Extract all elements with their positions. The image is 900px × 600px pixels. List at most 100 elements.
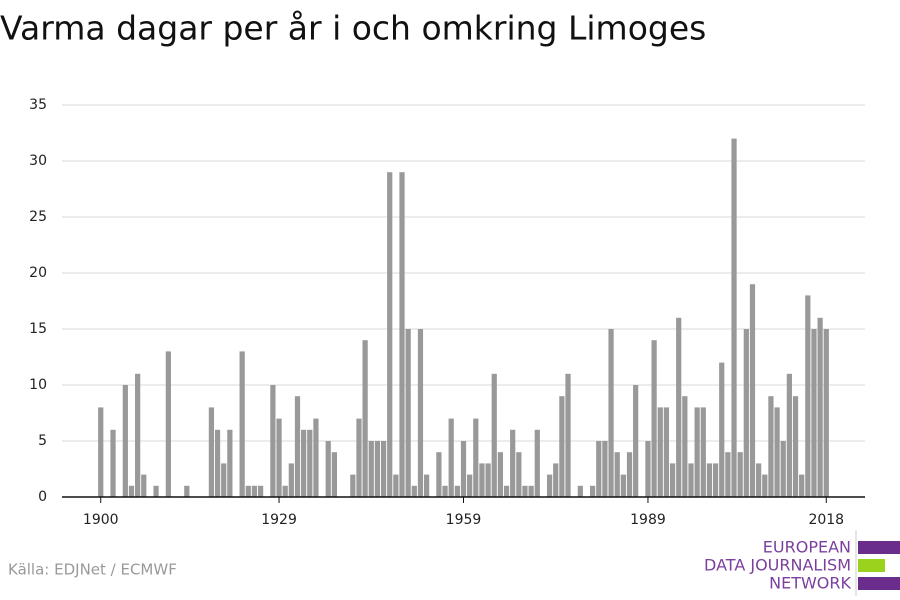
bar (602, 441, 608, 497)
bar (467, 474, 473, 497)
bar (676, 317, 682, 497)
bar (442, 485, 448, 497)
bar (473, 418, 479, 497)
bar (257, 485, 264, 497)
bar (276, 418, 282, 497)
bar (786, 373, 792, 497)
bar (553, 463, 559, 497)
bar (823, 329, 829, 497)
bar (214, 429, 221, 497)
y-tick-label: 30 (29, 153, 47, 169)
y-tick-label: 0 (38, 489, 47, 505)
bar (417, 329, 424, 497)
bar (768, 396, 774, 497)
bar (799, 474, 805, 497)
bar (577, 485, 583, 497)
bar (516, 452, 522, 497)
bar (374, 441, 381, 497)
bar (110, 429, 116, 497)
x-tick-label: 1929 (261, 512, 297, 528)
bar (362, 340, 368, 497)
bar (749, 284, 756, 497)
bar (620, 474, 626, 497)
bar (282, 485, 288, 497)
bar (479, 463, 485, 497)
x-tick-label: 2018 (808, 512, 844, 528)
bar (608, 329, 614, 497)
bar (423, 474, 430, 497)
bar (239, 351, 245, 497)
bar (356, 418, 362, 497)
y-tick-label: 25 (29, 209, 47, 225)
bar (522, 485, 528, 497)
bar (743, 329, 749, 497)
bar (626, 452, 633, 497)
x-tick-label: 1959 (446, 512, 482, 528)
bar (669, 463, 676, 497)
bar (737, 452, 743, 497)
bar (313, 418, 319, 497)
y-tick-label: 10 (29, 377, 47, 393)
x-tick-label: 1900 (83, 512, 119, 528)
logo-text: DATA JOURNALISM (704, 556, 851, 575)
bar (270, 385, 276, 497)
bar (497, 452, 504, 497)
bar (503, 485, 510, 497)
bar (380, 441, 387, 497)
bar (712, 463, 719, 497)
bar (221, 463, 227, 497)
bar (725, 452, 731, 497)
bar (546, 474, 553, 497)
bar (325, 441, 331, 497)
bar (719, 362, 725, 497)
logo-text: EUROPEAN (763, 538, 851, 557)
bar (491, 373, 497, 497)
bar (651, 340, 657, 497)
logo-bar (858, 541, 900, 554)
bar (559, 396, 565, 497)
bar (399, 172, 405, 497)
logo-bar (858, 577, 900, 590)
bar (288, 463, 294, 497)
logo-text: NETWORK (769, 574, 851, 593)
bar (534, 429, 540, 497)
y-tick-label: 5 (38, 433, 47, 449)
bar (448, 418, 454, 497)
bar (528, 485, 534, 497)
bar (436, 452, 442, 497)
chart-title: Varma dagar per år i och omkring Limoges (0, 9, 706, 48)
bar (780, 441, 786, 497)
bar (596, 441, 602, 497)
bar (762, 474, 768, 497)
bar (817, 317, 823, 497)
bar (792, 396, 799, 497)
y-tick-label: 35 (29, 97, 47, 113)
bar (153, 485, 159, 497)
bar (700, 407, 706, 497)
bar (805, 295, 811, 497)
bar (122, 385, 128, 497)
bar (245, 485, 251, 497)
bar (657, 407, 663, 497)
y-tick-label: 15 (29, 321, 47, 337)
bar (510, 429, 516, 497)
bar (460, 441, 467, 497)
bar (301, 429, 307, 497)
bar (135, 373, 141, 497)
bar (774, 407, 780, 497)
bar (307, 429, 313, 497)
x-tick-label: 1989 (630, 512, 666, 528)
bar (756, 463, 762, 497)
bar (350, 474, 356, 497)
source: Källa: EDJNet / ECMWF (8, 561, 177, 579)
bar (331, 452, 337, 497)
bar (128, 485, 135, 497)
y-tick-label: 20 (29, 265, 47, 281)
bar (294, 396, 301, 497)
bar (141, 474, 147, 497)
bar (251, 485, 258, 497)
bar (165, 351, 171, 497)
bar (633, 385, 639, 497)
bar (682, 396, 688, 497)
